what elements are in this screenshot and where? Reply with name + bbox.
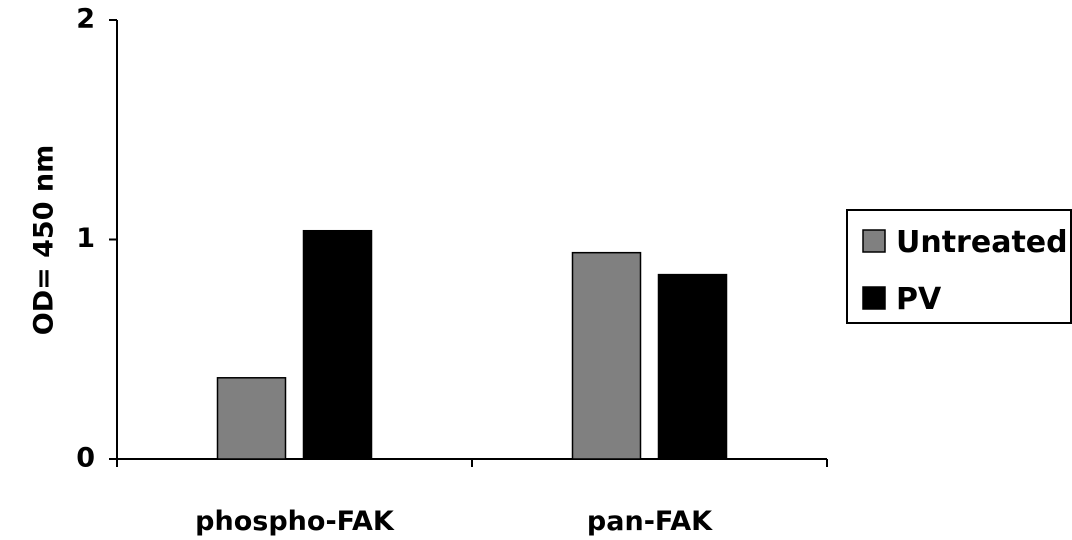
y-tick-label: 2 [76, 4, 95, 35]
legend-swatch-untreated [862, 229, 886, 253]
legend-swatch-pv [862, 286, 886, 310]
category-label: pan-FAK [587, 506, 713, 537]
legend-label-untreated: Untreated [896, 225, 1068, 260]
legend-label-pv: PV [896, 282, 942, 317]
bar-pan-fak-pv [657, 273, 728, 460]
bar-phospho-fak-untreated [216, 377, 287, 460]
bar-phospho-fak-pv [302, 229, 373, 460]
y-tick-label: 0 [76, 443, 95, 474]
category-labels: phospho-FAK pan-FAK [195, 506, 713, 537]
y-axis: 0 1 2 [76, 4, 118, 474]
legend: Untreated PV [846, 209, 1072, 324]
y-tick-label: 1 [76, 223, 95, 254]
bars [216, 229, 728, 460]
x-axis [116, 458, 828, 467]
category-label: phospho-FAK [195, 506, 395, 537]
y-axis-label: OD= 450 nm [29, 145, 60, 336]
bar-pan-fak-untreated [571, 251, 642, 460]
